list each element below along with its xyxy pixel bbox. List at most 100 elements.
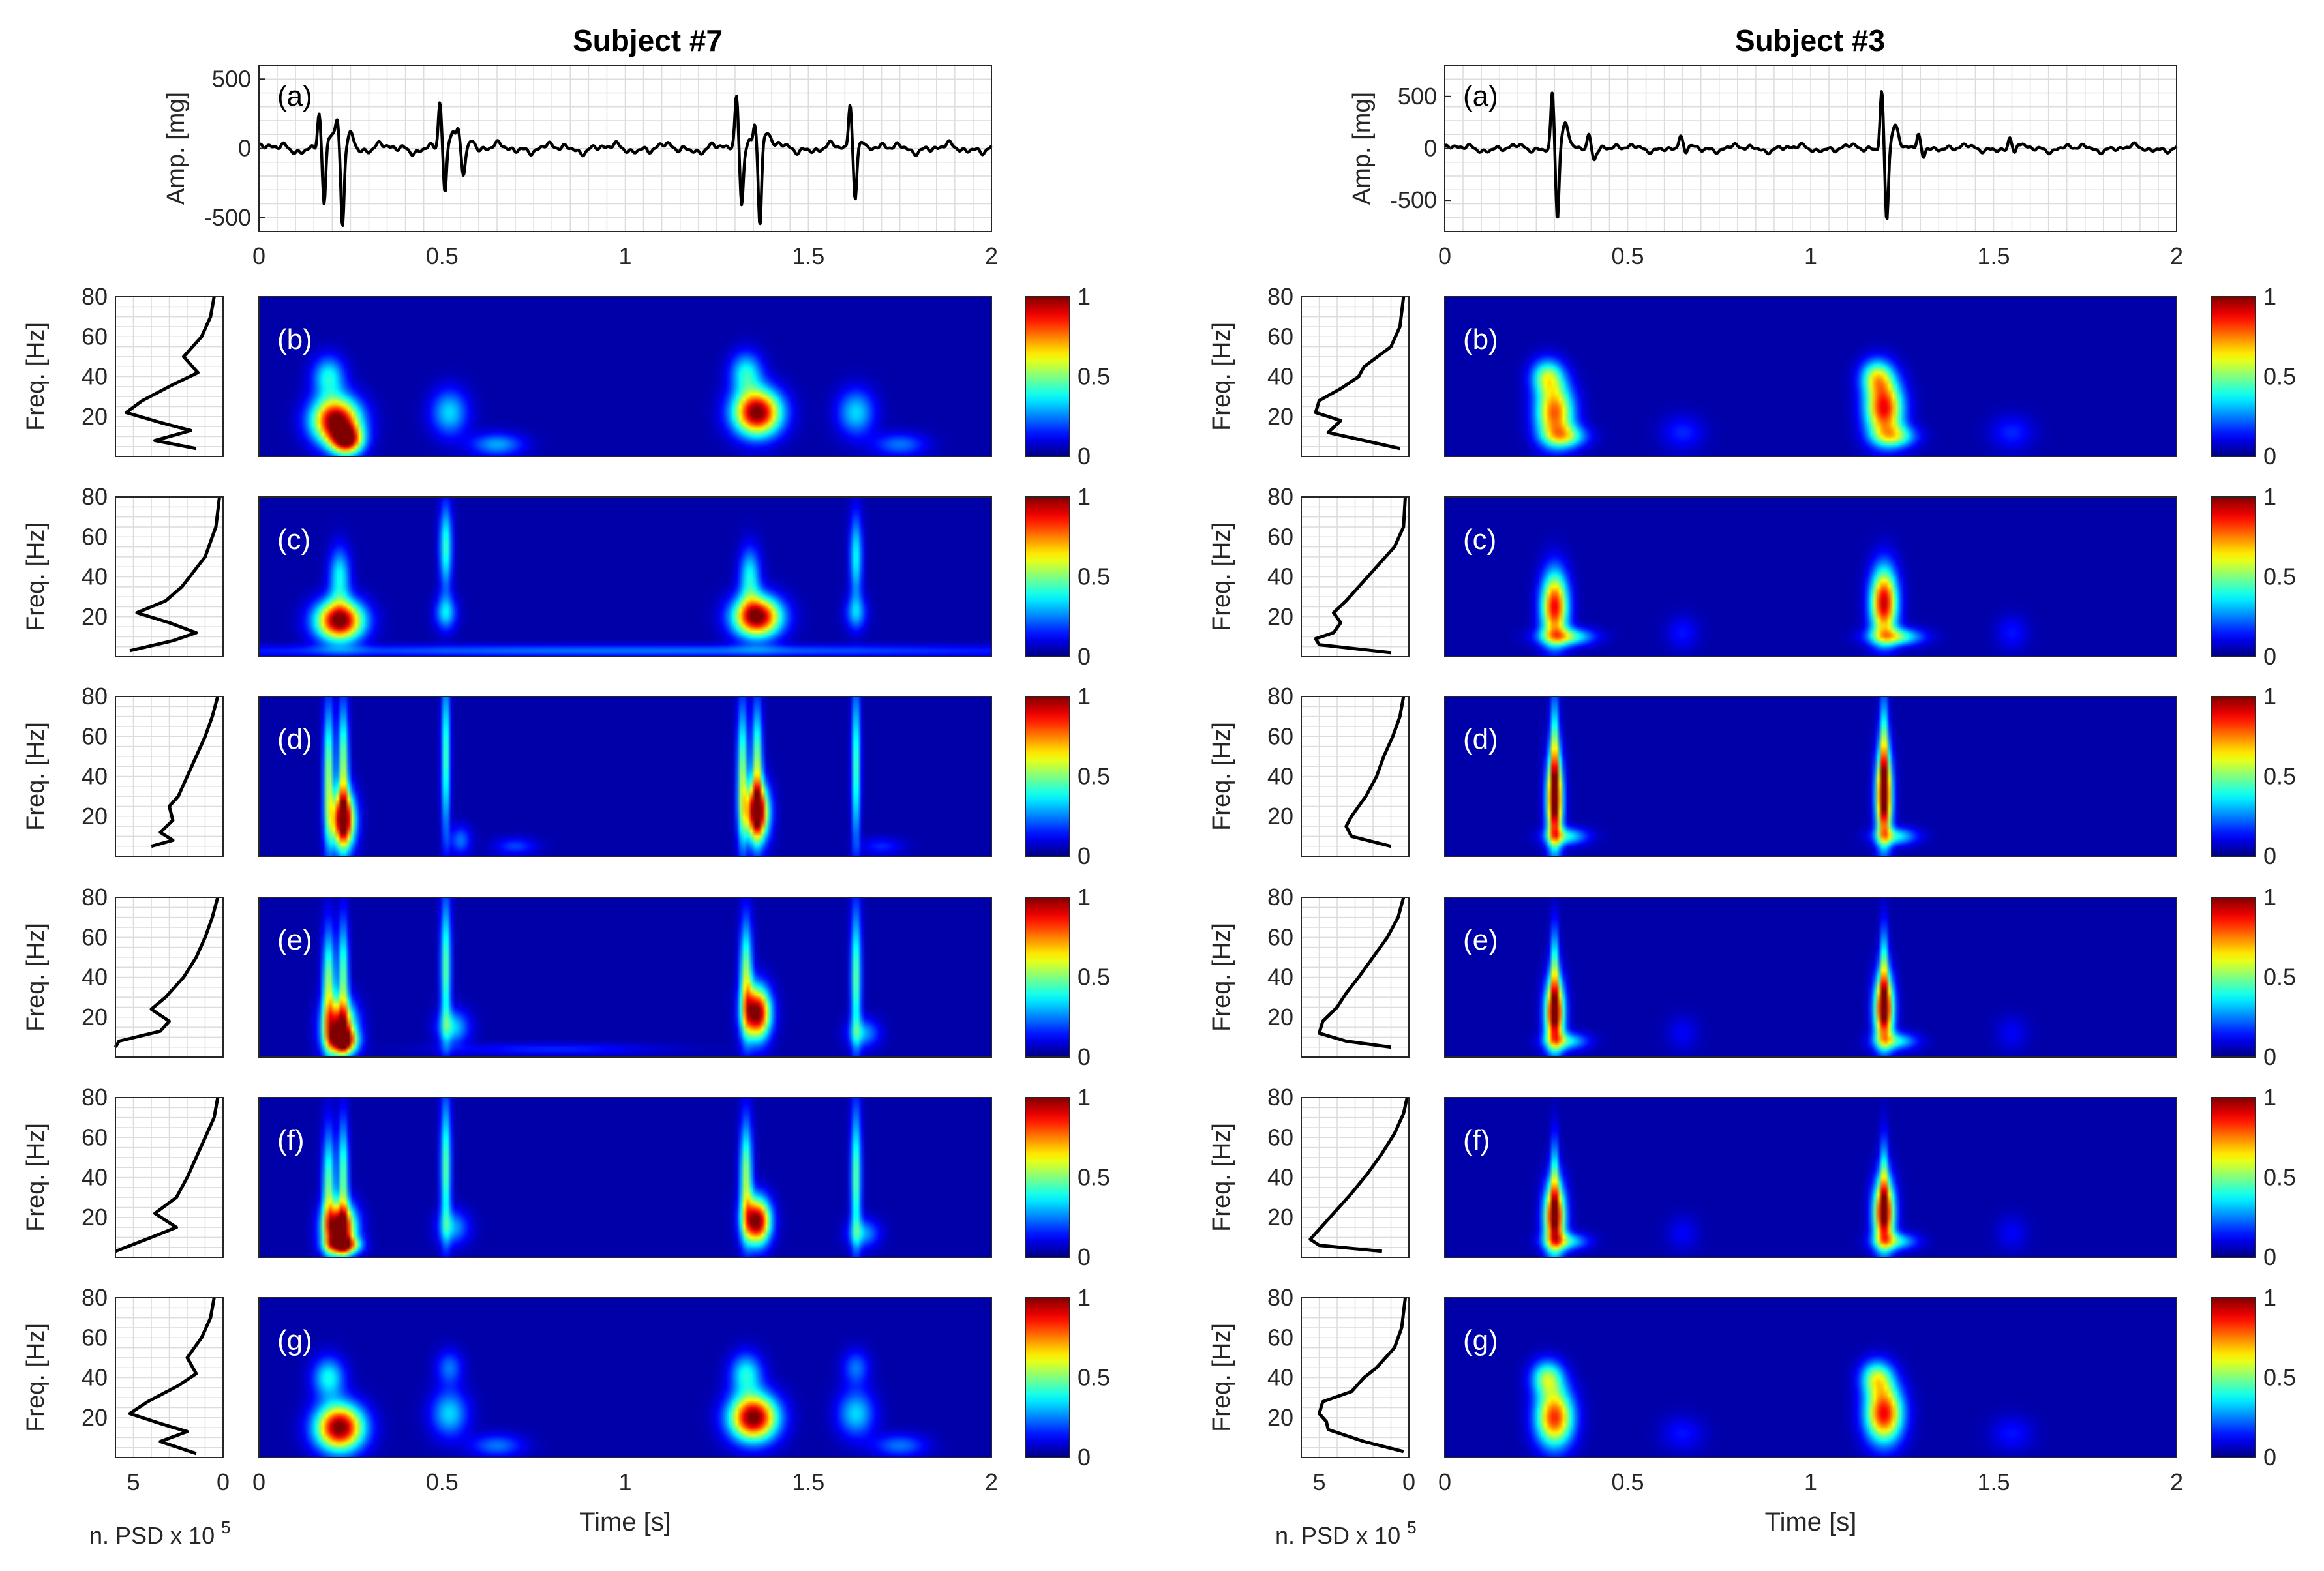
waveform-ytick-label: -500	[204, 204, 251, 231]
spectrogram-image	[1445, 497, 2177, 657]
spectrogram-panel: (e)	[258, 897, 992, 1058]
waveform-panel-label: (a)	[277, 80, 312, 112]
psd-panel: 80 60 40 20 Freq. [Hz]	[1208, 683, 1410, 857]
spectrogram-image	[1445, 696, 2177, 856]
colorbar-tick-label: 0.5	[1078, 1164, 1110, 1191]
psd-ytick-label: 20	[1267, 1404, 1293, 1431]
psd-ylabel: Freq. [Hz]	[22, 1323, 50, 1432]
psd-ytick-label: 60	[1267, 523, 1293, 550]
psd-xlabel-exponent: 5	[1407, 1518, 1416, 1537]
spectrogram-frame	[1444, 696, 2177, 857]
colorbar-gradient	[1025, 897, 1070, 1058]
waveform-xtick-label: 2	[2170, 243, 2183, 269]
psd-ytick-label: 40	[1267, 1164, 1293, 1191]
spectrogram-panel-label: (b)	[277, 323, 312, 355]
colorbar-tick-label: 0	[1078, 1244, 1091, 1270]
spectrogram-panel: (b)	[1444, 296, 2177, 457]
psd-frame	[1301, 296, 1410, 457]
time-xtick-label: 0.5	[1611, 1469, 1644, 1495]
spectrogram-panel: (c)	[258, 496, 992, 657]
colorbar-tick-label: 1	[1078, 683, 1091, 710]
psd-curve	[128, 1297, 216, 1456]
psd-ytick-label: 80	[1267, 1284, 1293, 1311]
psd-ytick-label: 80	[1267, 483, 1293, 510]
psd-panel: 80 60 40 20 Freq. [Hz]	[22, 283, 224, 457]
column-title: Subject #7	[573, 23, 723, 57]
colorbar-gradient	[1025, 696, 1070, 857]
spectrogram-frame	[258, 1097, 992, 1258]
psd-xlabel-text: n. PSD x 10	[89, 1522, 221, 1549]
waveform-ylabel: Amp. [mg]	[162, 92, 190, 205]
spectrogram-frame	[258, 496, 992, 657]
psd-ytick-label: 20	[82, 1204, 108, 1231]
colorbar: 10.50	[1025, 683, 1110, 869]
psd-ytick-label: 40	[1267, 964, 1293, 991]
colorbar: 10.50	[2211, 1284, 2296, 1471]
spectrogram-frame	[1444, 1297, 2177, 1458]
psd-ytick-label: 80	[82, 483, 108, 510]
psd-ytick-label: 80	[1267, 1084, 1293, 1111]
psd-ytick-label: 20	[82, 603, 108, 630]
spectrogram-panel: (c)	[1444, 496, 2177, 657]
psd-ytick-label: 40	[1267, 1364, 1293, 1391]
waveform-xtick-label: 0	[252, 243, 265, 269]
spectrogram-image	[1445, 897, 2177, 1057]
psd-ylabel: Freq. [Hz]	[1208, 522, 1235, 631]
psd-ytick-label: 60	[1267, 323, 1293, 350]
psd-ylabel: Freq. [Hz]	[1208, 923, 1235, 1032]
time-xtick-label: 0	[252, 1469, 265, 1495]
psd-ytick-label: 20	[1267, 1204, 1293, 1231]
psd-panel: 80 60 40 20 Freq. [Hz]	[22, 683, 224, 857]
psd-ylabel: Freq. [Hz]	[1208, 1123, 1235, 1232]
spectrogram-panel: (e)	[1444, 897, 2177, 1058]
colorbar: 10.50	[1025, 483, 1110, 670]
psd-ytick-label: 40	[82, 763, 108, 790]
psd-ytick-label: 80	[1267, 283, 1293, 310]
psd-panel: 80 60 40 20 Freq. [Hz]	[22, 483, 224, 657]
colorbar-tick-label: 1	[2263, 683, 2276, 710]
psd-ytick-label: 40	[82, 563, 108, 590]
colorbar-tick-label: 0	[2263, 443, 2276, 470]
colorbar-tick-label: 1	[1078, 1084, 1091, 1111]
psd-ytick-label: 80	[82, 683, 108, 710]
psd-ytick-label: 80	[82, 1084, 108, 1111]
spectrogram-panel-label: (d)	[1463, 723, 1498, 755]
colorbar-tick-label: 0	[2263, 1244, 2276, 1270]
spectrogram-frame	[1444, 1097, 2177, 1258]
column-title: Subject #3	[1735, 23, 1885, 57]
waveform-ylabel: Amp. [mg]	[1348, 92, 1376, 205]
psd-ylabel: Freq. [Hz]	[22, 923, 50, 1032]
psd-frame	[115, 1097, 224, 1258]
colorbar: 10.50	[2211, 1084, 2296, 1270]
psd-ytick-label: 40	[1267, 363, 1293, 390]
waveform-trace	[258, 95, 993, 227]
colorbar-tick-label: 1	[1078, 283, 1091, 310]
psd-xtick-label: 5	[127, 1469, 140, 1495]
psd-ytick-label: 20	[1267, 803, 1293, 830]
colorbar: 10.50	[1025, 884, 1110, 1070]
psd-curve	[115, 1097, 220, 1253]
time-xlabel: Time [s]	[579, 1508, 671, 1536]
colorbar-tick-label: 1	[2263, 1284, 2276, 1311]
spectrogram-image	[259, 696, 991, 856]
psd-frame	[115, 296, 224, 457]
psd-ytick-label: 40	[1267, 763, 1293, 790]
waveform-xtick-label: 1	[1804, 243, 1817, 269]
psd-ylabel: Freq. [Hz]	[22, 1123, 50, 1232]
time-xlabel: Time [s]	[1765, 1508, 1857, 1536]
spectrogram-panel-label: (g)	[277, 1324, 312, 1356]
psd-curve	[1308, 1097, 1409, 1253]
colorbar-tick-label: 0.5	[2263, 363, 2296, 390]
colorbar-gradient	[2211, 296, 2256, 457]
spectrogram-panel-label: (f)	[277, 1124, 305, 1156]
time-xtick-label: 1.5	[1977, 1469, 2010, 1495]
waveform-xtick-label: 1.5	[1977, 243, 2010, 269]
waveform-xtick-label: 0	[1438, 243, 1451, 269]
colorbar-tick-label: 0	[1078, 643, 1091, 670]
psd-ylabel: Freq. [Hz]	[1208, 1323, 1235, 1432]
